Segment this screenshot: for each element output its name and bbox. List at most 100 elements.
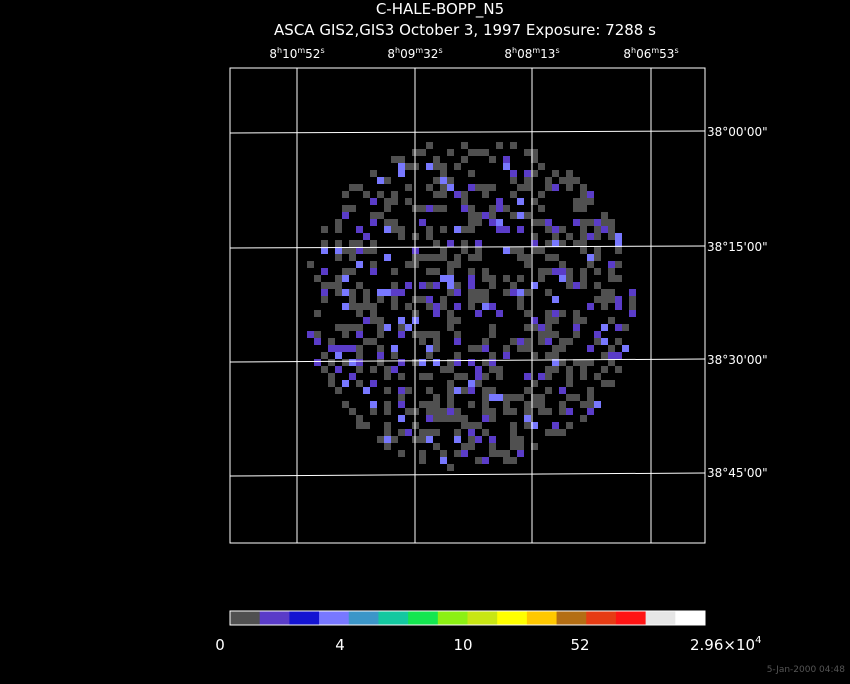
- image-pixel: [426, 415, 433, 422]
- image-pixel: [531, 380, 538, 387]
- image-pixel: [433, 338, 440, 345]
- image-pixel: [321, 282, 328, 289]
- image-pixel: [587, 219, 594, 226]
- image-pixel: [426, 387, 433, 394]
- ra-number: 10: [282, 47, 297, 61]
- image-pixel: [517, 450, 524, 457]
- image-pixel: [517, 345, 524, 352]
- image-pixel: [608, 345, 615, 352]
- image-pixel: [468, 345, 475, 352]
- image-pixel: [461, 373, 468, 380]
- image-pixel: [384, 205, 391, 212]
- image-pixel: [601, 352, 608, 359]
- image-pixel: [419, 331, 426, 338]
- image-pixel: [426, 254, 433, 261]
- image-pixel: [559, 338, 566, 345]
- image-pixel: [433, 443, 440, 450]
- image-pixel: [538, 275, 545, 282]
- image-pixel: [587, 198, 594, 205]
- image-pixel: [468, 149, 475, 156]
- image-pixel: [363, 317, 370, 324]
- image-pixel: [510, 422, 517, 429]
- image-pixel: [447, 408, 454, 415]
- image-pixel: [538, 394, 545, 401]
- image-pixel: [447, 359, 454, 366]
- image-pixel: [489, 275, 496, 282]
- image-pixel: [580, 240, 587, 247]
- image-pixel: [580, 268, 587, 275]
- image-pixel: [314, 331, 321, 338]
- image-pixel: [454, 338, 461, 345]
- image-pixel: [405, 163, 412, 170]
- image-pixel: [349, 205, 356, 212]
- image-pixel: [356, 310, 363, 317]
- ra-number: 32: [423, 47, 438, 61]
- image-pixel: [489, 394, 496, 401]
- image-pixel: [370, 247, 377, 254]
- image-pixel: [440, 226, 447, 233]
- image-pixel: [552, 233, 559, 240]
- image-pixel: [538, 338, 545, 345]
- image-pixel: [342, 247, 349, 254]
- image-pixel: [468, 401, 475, 408]
- image-pixel: [524, 170, 531, 177]
- image-pixel: [510, 457, 517, 464]
- image-pixel: [552, 184, 559, 191]
- image-pixel: [349, 289, 356, 296]
- image-pixel: [461, 205, 468, 212]
- image-pixel: [566, 366, 573, 373]
- image-pixel: [447, 149, 454, 156]
- image-pixel: [349, 247, 356, 254]
- image-pixel: [496, 142, 503, 149]
- image-pixel: [419, 338, 426, 345]
- image-pixel: [328, 338, 335, 345]
- image-pixel: [503, 226, 510, 233]
- image-pixel: [531, 352, 538, 359]
- image-pixel: [447, 415, 454, 422]
- image-pixel: [531, 401, 538, 408]
- image-pixel: [580, 184, 587, 191]
- image-pixel: [342, 212, 349, 219]
- image-pixel: [363, 191, 370, 198]
- image-pixel: [349, 303, 356, 310]
- image-pixel: [335, 282, 342, 289]
- image-pixel: [391, 191, 398, 198]
- image-pixel: [468, 380, 475, 387]
- image-pixel: [552, 170, 559, 177]
- image-pixel: [426, 296, 433, 303]
- ra-unit: s: [320, 46, 324, 55]
- image-pixel: [454, 254, 461, 261]
- image-pixel: [594, 338, 601, 345]
- image-pixel: [608, 226, 615, 233]
- image-pixel: [482, 429, 489, 436]
- image-pixel: [517, 436, 524, 443]
- image-pixel: [601, 219, 608, 226]
- image-pixel: [524, 289, 531, 296]
- image-pixel: [545, 352, 552, 359]
- image-pixel: [503, 457, 510, 464]
- image-pixel: [468, 268, 475, 275]
- colorbar: [229, 610, 706, 626]
- image-pixel: [447, 289, 454, 296]
- image-pixel: [559, 345, 566, 352]
- colorbar-swatch: [259, 611, 290, 625]
- image-pixel: [468, 303, 475, 310]
- image-pixel: [398, 324, 405, 331]
- image-pixel: [573, 240, 580, 247]
- image-pixel: [482, 345, 489, 352]
- image-pixel: [419, 373, 426, 380]
- image-pixel: [566, 373, 573, 380]
- image-pixel: [580, 373, 587, 380]
- image-pixel: [447, 261, 454, 268]
- image-pixel: [475, 149, 482, 156]
- image-pixel: [629, 310, 636, 317]
- image-pixel: [629, 296, 636, 303]
- image-pixel: [356, 380, 363, 387]
- image-pixel: [608, 275, 615, 282]
- image-pixel: [405, 184, 412, 191]
- image-pixel: [461, 450, 468, 457]
- image-pixel: [601, 212, 608, 219]
- coordinate-grid: [229, 67, 706, 544]
- image-pixel: [349, 373, 356, 380]
- image-pixel: [377, 212, 384, 219]
